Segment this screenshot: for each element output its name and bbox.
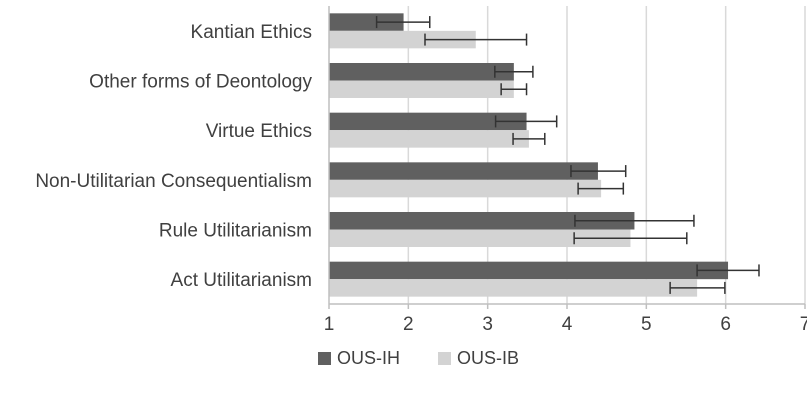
legend: OUS-IH OUS-IB <box>318 348 519 368</box>
legend-swatch-ous-ih <box>318 352 331 365</box>
legend-label-ous-ih: OUS-IH <box>337 348 400 368</box>
x-tick-label-2: 2 <box>403 314 414 335</box>
category-label-4: Rule Utilitarianism <box>159 221 312 242</box>
bar-ous-ih-4 <box>329 212 635 230</box>
category-label-3: Non-Utilitarian Consequentialism <box>35 171 312 192</box>
x-tick-label-4: 4 <box>562 314 573 335</box>
x-tick-label-5: 5 <box>641 314 652 335</box>
bar-ous-ib-5 <box>329 279 698 297</box>
bar-ous-ib-1 <box>329 80 514 98</box>
gridlines <box>407 6 806 304</box>
error-bars <box>375 16 760 294</box>
bar-ous-ih-3 <box>329 162 598 180</box>
category-label-0: Kantian Ethics <box>191 22 312 43</box>
bars <box>329 13 729 297</box>
category-label-2: Virtue Ethics <box>206 121 312 142</box>
bar-ous-ib-3 <box>329 179 602 198</box>
bar-ous-ih-5 <box>329 261 729 280</box>
x-tick-label-1: 1 <box>324 314 335 335</box>
category-label-1: Other forms of Deontology <box>89 72 312 93</box>
legend-swatch-ous-ib <box>438 352 451 365</box>
bar-ous-ib-2 <box>329 130 529 148</box>
bar-ous-ib-0 <box>329 30 476 49</box>
bar-ous-ih-1 <box>329 63 514 81</box>
bar-ous-ih-2 <box>329 112 527 131</box>
bar-ous-ih-0 <box>329 13 404 31</box>
tick-labels: 1 2 3 4 5 6 7 <box>324 314 807 335</box>
x-tick-label-3: 3 <box>482 314 493 335</box>
category-labels: Kantian Ethics Other forms of Deontology V… <box>35 22 312 291</box>
legend-label-ous-ib: OUS-IB <box>457 348 519 368</box>
category-label-5: Act Utilitarianism <box>171 270 312 291</box>
axes <box>328 6 806 309</box>
x-tick-label-7: 7 <box>800 314 807 335</box>
bar-ous-ib-4 <box>329 229 631 247</box>
x-tick-label-6: 6 <box>720 314 731 335</box>
